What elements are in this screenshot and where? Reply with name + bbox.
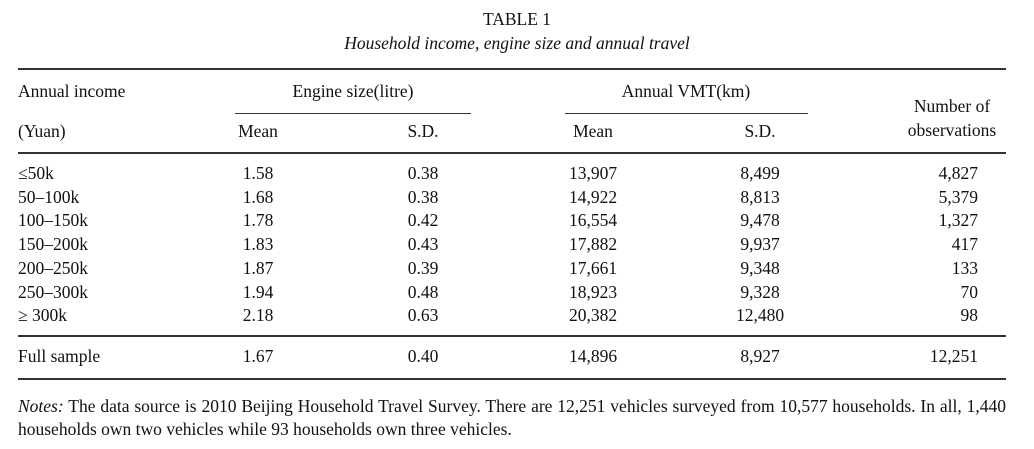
cell-vmt-mean: 20,382 [568,305,618,326]
cell-engine-sd: 0.38 [407,186,439,207]
cell-vmt-sd: 9,328 [740,281,780,302]
cell-vmt-sd: 8,927 [740,346,780,366]
cell-vmt-mean: 13,907 [568,163,618,183]
cell-obs: 5,379 [938,186,978,207]
cell-engine-mean: 1.67 [242,346,274,366]
header-vmt-mean: Mean [573,121,613,141]
cell-income: 50–100k [18,186,80,207]
cell-vmt-sd: 9,937 [740,234,780,255]
cell-obs: 4,827 [938,163,978,183]
cell-engine-mean: 2.18 [242,305,274,326]
cell-obs: 70 [960,281,979,302]
sample-rule [18,335,1006,337]
cell-vmt-mean: 17,882 [568,234,618,255]
cell-income: ≥ 300k [18,305,67,326]
header-vmt-sd: S.D. [744,121,776,141]
engine-group-rule [235,113,471,114]
cell-vmt-mean: 14,922 [568,186,618,207]
cell-income: 200–250k [18,257,88,278]
cell-engine-mean: 1.58 [242,163,274,183]
header-engine-mean: Mean [238,121,278,141]
cell-income: ≤50k [18,163,54,183]
cell-vmt-mean: 16,554 [568,210,618,231]
vmt-group-rule [565,113,808,114]
header-income: Annual income [18,81,126,101]
cell-vmt-sd: 12,480 [735,305,785,326]
header-engine-size: Engine size(litre) [292,81,414,101]
header-obs-line1: Number of [913,96,991,116]
top-rule [18,68,1006,70]
cell-vmt-sd: 9,478 [740,210,780,231]
table-title: TABLE 1 [482,9,552,29]
cell-engine-mean: 1.83 [242,234,274,255]
header-engine-sd: S.D. [407,121,439,141]
cell-obs: 1,327 [938,210,978,231]
cell-obs: 417 [951,234,978,255]
table-notes: Notes: The data source is 2010 Beijing H… [18,395,1006,441]
cell-vmt-sd: 8,499 [740,163,780,183]
cell-vmt-mean: 14,896 [568,346,618,366]
cell-engine-sd: 0.40 [407,346,439,366]
cell-income: 100–150k [18,210,88,231]
cell-engine-mean: 1.94 [242,281,274,302]
cell-engine-mean: 1.87 [242,257,274,278]
cell-obs: 98 [960,305,979,326]
cell-vmt-mean: 17,661 [568,257,618,278]
header-obs-line2: observations [907,120,997,140]
cell-income: Full sample [18,346,101,366]
bottom-rule [18,378,1006,380]
cell-engine-sd: 0.42 [407,210,439,231]
notes-label: Notes: [18,396,64,416]
cell-income: 250–300k [18,281,88,302]
cell-engine-mean: 1.68 [242,186,274,207]
header-rule [18,152,1006,154]
cell-engine-sd: 0.39 [407,257,439,278]
cell-income: 150–200k [18,234,88,255]
cell-engine-sd: 0.38 [407,163,439,183]
cell-vmt-mean: 18,923 [568,281,618,302]
notes-text: The data source is 2010 Beijing Househol… [18,396,1006,439]
cell-engine-mean: 1.78 [242,210,274,231]
cell-obs: 12,251 [929,346,978,366]
cell-vmt-sd: 9,348 [740,257,780,278]
header-annual-vmt: Annual VMT(km) [621,81,751,101]
cell-engine-sd: 0.63 [407,305,439,326]
cell-engine-sd: 0.48 [407,281,439,302]
header-income-unit: (Yuan) [18,121,66,141]
cell-vmt-sd: 8,813 [740,186,780,207]
cell-engine-sd: 0.43 [407,234,439,255]
table-subtitle: Household income, engine size and annual… [344,33,690,53]
cell-obs: 133 [951,257,978,278]
